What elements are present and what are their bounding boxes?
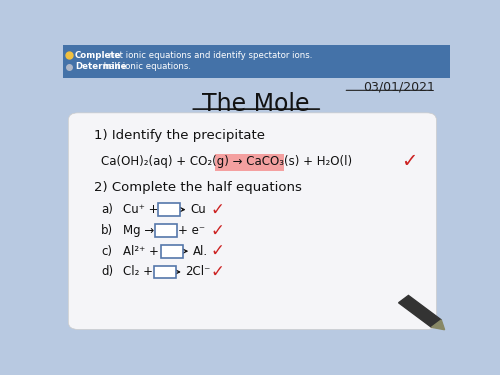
Text: 1) Identify the precipitate: 1) Identify the precipitate bbox=[94, 129, 264, 142]
Text: b): b) bbox=[101, 224, 114, 237]
Text: Al²⁺ +: Al²⁺ + bbox=[122, 244, 158, 258]
Text: net ionic equations and identify spectator ions.: net ionic equations and identify spectat… bbox=[106, 51, 312, 60]
FancyBboxPatch shape bbox=[215, 154, 284, 171]
Text: ✓: ✓ bbox=[402, 153, 418, 171]
Text: ✓: ✓ bbox=[210, 263, 224, 281]
Text: ✓: ✓ bbox=[210, 242, 224, 260]
FancyBboxPatch shape bbox=[155, 224, 177, 237]
FancyBboxPatch shape bbox=[158, 203, 180, 216]
Text: 2Cl⁻: 2Cl⁻ bbox=[186, 266, 210, 279]
Text: + e⁻: + e⁻ bbox=[178, 224, 206, 237]
Text: ✓: ✓ bbox=[210, 201, 224, 219]
Text: ✓: ✓ bbox=[210, 221, 224, 239]
Text: Ca(OH)₂(aq) + CO₂(g) → CaCO₃(s) + H₂O(l): Ca(OH)₂(aq) + CO₂(g) → CaCO₃(s) + H₂O(l) bbox=[101, 156, 352, 168]
Text: half ionic equations.: half ionic equations. bbox=[101, 62, 191, 71]
FancyBboxPatch shape bbox=[62, 45, 450, 78]
Text: The Mole: The Mole bbox=[202, 92, 310, 116]
Text: d): d) bbox=[101, 266, 114, 279]
Text: Mg →: Mg → bbox=[122, 224, 154, 237]
Text: a): a) bbox=[101, 203, 113, 216]
FancyBboxPatch shape bbox=[161, 245, 183, 258]
Text: Cl₂ +: Cl₂ + bbox=[122, 266, 152, 279]
Text: Determine: Determine bbox=[75, 62, 126, 71]
Polygon shape bbox=[432, 320, 444, 330]
FancyBboxPatch shape bbox=[154, 266, 176, 278]
Text: 2) Complete the half equations: 2) Complete the half equations bbox=[94, 182, 302, 194]
Polygon shape bbox=[398, 296, 442, 327]
Text: Cu⁺ +: Cu⁺ + bbox=[122, 203, 158, 216]
Text: Complete: Complete bbox=[75, 51, 122, 60]
Text: Al.: Al. bbox=[192, 244, 208, 258]
FancyBboxPatch shape bbox=[68, 113, 436, 329]
Text: c): c) bbox=[101, 244, 112, 258]
Text: 03/01/2021: 03/01/2021 bbox=[362, 80, 434, 93]
Text: Cu: Cu bbox=[190, 203, 206, 216]
